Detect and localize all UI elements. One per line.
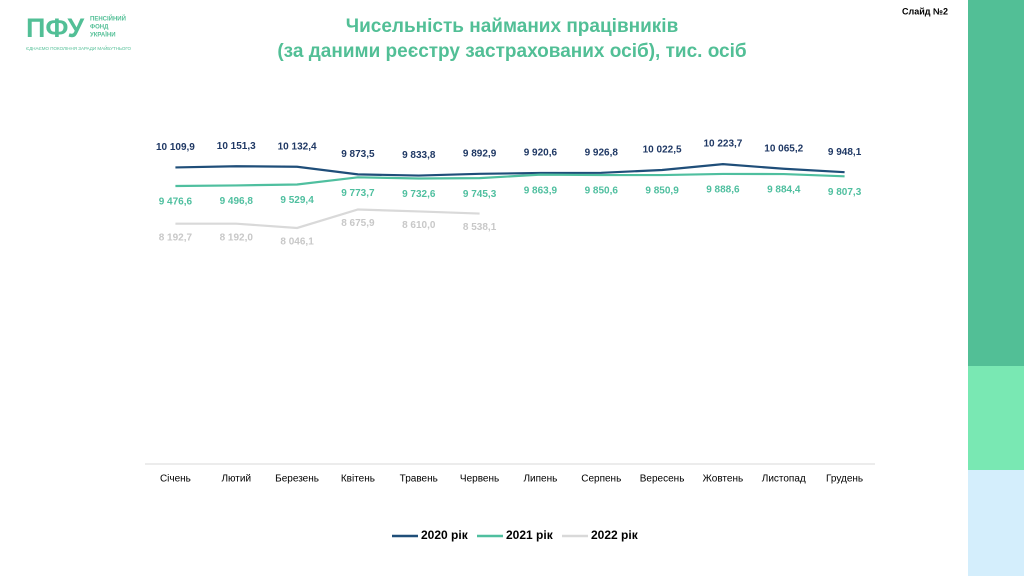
series-line <box>175 163 845 177</box>
x-tick-label: Вересень <box>640 474 685 485</box>
x-tick-label: Січень <box>160 474 191 485</box>
data-label: 9 926,8 <box>585 147 619 158</box>
series-line <box>175 172 845 188</box>
legend-label: 2020 рік <box>421 528 469 542</box>
data-label: 9 888,6 <box>706 185 740 196</box>
side-band <box>968 366 1024 470</box>
x-tick-label: Серпень <box>581 474 621 485</box>
side-band <box>968 470 1024 576</box>
org-name: ФОНД <box>90 25 109 31</box>
data-label: 9 884,4 <box>767 185 801 196</box>
x-tick-label: Лютий <box>221 474 251 485</box>
data-label: 9 850,6 <box>585 186 619 197</box>
x-tick-label: Квітень <box>341 474 375 485</box>
x-tick-label: Листопад <box>762 474 806 485</box>
x-tick-label: Травень <box>400 474 438 485</box>
data-label: 9 476,6 <box>159 197 193 208</box>
x-tick-label: Березень <box>275 474 319 485</box>
data-label: 9 873,5 <box>341 149 375 160</box>
data-label: 8 610,0 <box>402 220 436 231</box>
x-tick-label: Липень <box>523 474 557 485</box>
data-label: 10 223,7 <box>703 139 742 150</box>
data-label: 10 065,2 <box>764 143 803 154</box>
org-name: УКРАЇНИ <box>90 32 116 39</box>
slide-number: Слайд №2 <box>902 6 948 16</box>
legend-label: 2022 рік <box>591 528 639 542</box>
data-label: 9 496,8 <box>220 196 254 207</box>
data-label: 8 192,7 <box>159 232 193 243</box>
data-label: 8 538,1 <box>463 222 497 233</box>
data-label: 9 732,6 <box>402 189 436 200</box>
x-tick-label: Грудень <box>826 474 863 485</box>
tagline: ЄДНАЄМО ПОКОЛІННЯ ЗАРАДИ МАЙБУТНЬОГО <box>26 44 132 51</box>
data-label: 9 773,7 <box>341 188 375 199</box>
x-tick-label: Червень <box>460 474 499 485</box>
data-label: 8 675,9 <box>341 218 375 229</box>
chart-title: Чисельність найманих працівників <box>346 16 679 37</box>
data-label: 9 529,4 <box>280 195 314 206</box>
data-label: 9 833,8 <box>402 150 436 161</box>
data-label: 8 192,0 <box>220 232 254 243</box>
series-line <box>175 208 480 230</box>
data-label: 9 807,3 <box>828 187 862 198</box>
data-label: 9 892,9 <box>463 148 497 159</box>
legend-label: 2021 рік <box>506 528 554 542</box>
data-label: 9 850,9 <box>645 186 679 197</box>
data-label: 9 863,9 <box>524 185 558 196</box>
data-label: 10 109,9 <box>156 142 195 153</box>
data-label: 10 151,3 <box>217 141 256 152</box>
x-tick-label: Жовтень <box>703 474 744 485</box>
org-name: ПЕНСІЙНИЙ <box>90 15 126 23</box>
data-label: 9 745,3 <box>463 189 497 200</box>
data-label: 9 948,1 <box>828 147 862 158</box>
logo: ПФУ <box>26 13 85 43</box>
side-band <box>968 0 1024 366</box>
data-label: 10 022,5 <box>643 145 682 156</box>
data-label: 10 132,4 <box>278 141 317 152</box>
chart-subtitle: (за даними реєстру застрахованих осіб), … <box>277 41 746 62</box>
data-label: 9 920,6 <box>524 148 558 159</box>
data-label: 8 046,1 <box>280 237 314 248</box>
